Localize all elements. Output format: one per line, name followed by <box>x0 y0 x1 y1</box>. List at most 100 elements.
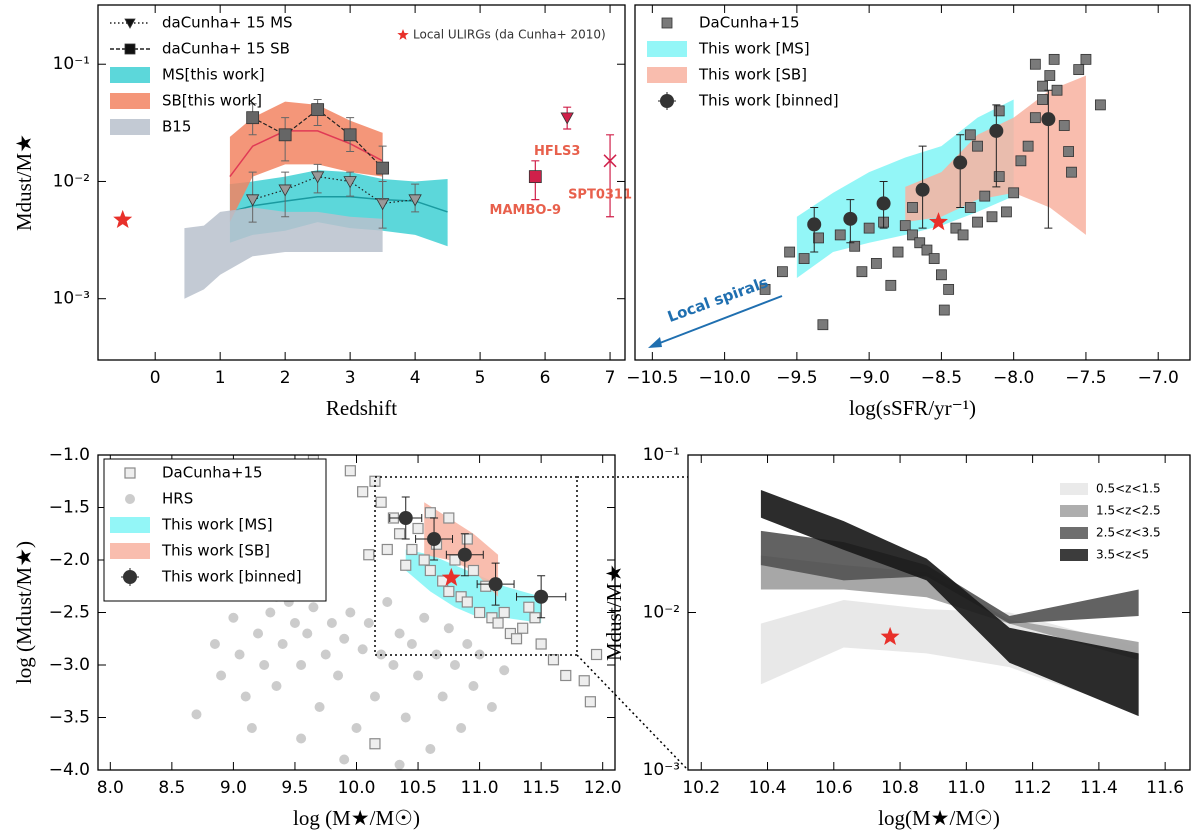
circle-marker <box>191 709 202 720</box>
circle-marker <box>369 691 380 702</box>
legend-label: 2.5<z<3.5 <box>1096 526 1161 540</box>
square-marker <box>1094 99 1106 111</box>
legend-swatch <box>1060 483 1088 495</box>
square-marker <box>343 128 357 142</box>
circle-marker <box>339 633 350 644</box>
circle-marker <box>246 723 257 733</box>
triangle-marker <box>310 171 325 184</box>
x-tick-label: 10.0 <box>338 778 376 798</box>
circle-marker <box>289 618 300 628</box>
circle-marker <box>308 602 319 613</box>
square-marker <box>661 17 673 29</box>
circle-marker <box>228 612 239 623</box>
square-marker <box>759 284 771 295</box>
y-axis-label: Mdust/M★ <box>602 564 626 661</box>
square-marker <box>907 202 918 213</box>
x-tick-label: 11.2 <box>1014 778 1052 798</box>
x-tick-label: 11.6 <box>1146 778 1184 798</box>
circle-marker <box>462 639 473 649</box>
circle-marker <box>382 597 393 607</box>
square-marker <box>560 669 572 682</box>
circle-marker <box>125 494 135 504</box>
square-marker <box>311 103 325 117</box>
x-tick-label: −8.0 <box>993 368 1034 388</box>
circle-marker <box>486 702 497 712</box>
connecting-line <box>252 108 384 169</box>
square-marker <box>467 564 480 577</box>
circle-marker <box>499 665 510 676</box>
legend-label: 0.5<z<1.5 <box>1096 482 1161 496</box>
star-marker <box>113 209 133 228</box>
square-marker <box>406 543 418 556</box>
circle-marker <box>339 754 350 765</box>
square-marker <box>578 675 590 687</box>
square-marker <box>784 246 796 258</box>
legend-swatch <box>110 517 150 533</box>
circle-marker <box>277 639 288 649</box>
square-marker <box>1022 140 1034 152</box>
circle-marker <box>240 691 251 702</box>
x-tick-label: −7.5 <box>1065 368 1106 388</box>
y-tick-label: 10⁻³ <box>53 289 90 309</box>
x-tick-label: −10.0 <box>699 368 751 388</box>
square-marker <box>1008 187 1020 199</box>
square-marker <box>1037 80 1048 92</box>
legend-label: SB[this work] <box>162 92 262 110</box>
axes-frame <box>634 4 1191 361</box>
x-tick-label: 1 <box>215 368 226 388</box>
square-marker <box>914 237 926 249</box>
y-tick-label: −3.5 <box>49 708 90 728</box>
circle-marker <box>259 660 270 670</box>
error-bar <box>956 134 965 208</box>
x-tick-label: 3 <box>345 368 356 388</box>
x-tick-label: 8.0 <box>97 778 124 798</box>
band <box>184 207 383 299</box>
square-marker <box>1080 53 1092 65</box>
square-marker <box>1051 84 1063 96</box>
circle-marker <box>660 94 674 108</box>
y-tick-label: −4.0 <box>49 760 90 780</box>
square-marker <box>124 43 136 55</box>
circle-marker <box>915 182 930 197</box>
square-marker <box>473 606 486 619</box>
circle-marker <box>326 618 337 628</box>
x-tick-label: 0 <box>150 368 161 388</box>
legend-label: HRS <box>162 490 193 508</box>
circle-marker <box>953 155 968 170</box>
band <box>760 555 1139 660</box>
star-marker <box>441 567 461 586</box>
x-tick-label: 9.0 <box>220 778 247 798</box>
circle-marker <box>209 639 220 649</box>
triangle-marker <box>408 194 422 207</box>
x-tick-label: 5 <box>475 368 486 388</box>
x-tick-label: 10.6 <box>815 778 853 798</box>
square-marker <box>357 486 369 498</box>
circle-marker <box>357 644 368 655</box>
square-marker <box>369 738 381 750</box>
y-tick-label: −3.0 <box>49 655 90 675</box>
x-axis-label: Redshift <box>326 396 397 420</box>
x-tick-label: 6 <box>540 368 551 388</box>
circle-marker <box>333 670 344 681</box>
legend-label: 3.5<z<5 <box>1096 548 1149 562</box>
circle-marker <box>216 670 227 681</box>
error-bar <box>992 104 1001 188</box>
circle-marker <box>398 511 413 525</box>
square-marker <box>950 222 962 234</box>
legend-label: This work [MS] <box>161 516 273 534</box>
square-marker <box>393 528 406 540</box>
legend-label: Local ULIRGs (da Cunha+ 2010) <box>413 28 606 42</box>
square-marker <box>584 696 596 708</box>
x-tick-label: −9.5 <box>776 368 817 388</box>
circle-marker <box>123 570 137 584</box>
square-marker <box>492 617 504 629</box>
annotation-arrow <box>651 295 783 347</box>
x-tick-label: 10.2 <box>682 778 720 798</box>
x-tick-label: −10.5 <box>626 368 678 388</box>
square-marker <box>817 319 829 331</box>
legend-label: This work [binned] <box>698 92 839 110</box>
y-tick-label: 10⁻² <box>643 603 680 623</box>
arrow-head <box>648 337 662 348</box>
square-marker <box>461 596 473 608</box>
legend-label: daCunha+ 15 MS <box>162 14 293 32</box>
